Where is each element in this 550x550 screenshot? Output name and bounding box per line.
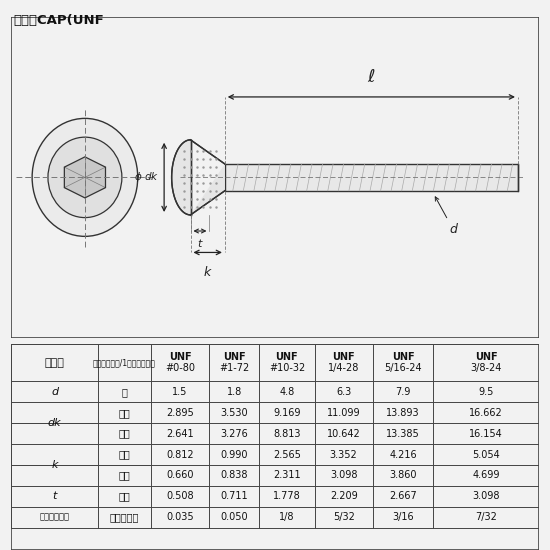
Text: 7.9: 7.9 bbox=[395, 387, 411, 397]
Text: 0.660: 0.660 bbox=[166, 470, 194, 480]
Text: k: k bbox=[51, 460, 58, 470]
Text: 0.711: 0.711 bbox=[220, 491, 248, 501]
Ellipse shape bbox=[32, 118, 138, 236]
Text: 1.778: 1.778 bbox=[273, 491, 301, 501]
Text: 3.530: 3.530 bbox=[220, 408, 248, 417]
Text: 11.099: 11.099 bbox=[327, 408, 360, 417]
Text: $\phi$ dk: $\phi$ dk bbox=[134, 170, 159, 184]
Text: 3.860: 3.860 bbox=[389, 470, 417, 480]
Text: 0.035: 0.035 bbox=[166, 512, 194, 522]
Text: 2.895: 2.895 bbox=[166, 408, 194, 417]
Text: 最小: 最小 bbox=[119, 491, 130, 501]
Polygon shape bbox=[64, 157, 106, 198]
Text: 5/16-24: 5/16-24 bbox=[384, 363, 422, 373]
Text: #10-32: #10-32 bbox=[269, 363, 305, 373]
Text: #0-80: #0-80 bbox=[165, 363, 195, 373]
Text: 3/16: 3/16 bbox=[392, 512, 414, 522]
Text: 4.8: 4.8 bbox=[279, 387, 294, 397]
Text: 呼び径－山数/1インチあたり: 呼び径－山数/1インチあたり bbox=[93, 358, 156, 367]
Text: UNF: UNF bbox=[223, 352, 245, 362]
Text: 5.054: 5.054 bbox=[472, 449, 500, 459]
Text: UNF: UNF bbox=[392, 352, 414, 362]
Text: d: d bbox=[435, 197, 457, 236]
Text: $\ell$: $\ell$ bbox=[367, 68, 376, 86]
Text: 9.169: 9.169 bbox=[273, 408, 301, 417]
Ellipse shape bbox=[48, 137, 122, 218]
Text: 5/32: 5/32 bbox=[333, 512, 355, 522]
Text: 2.209: 2.209 bbox=[330, 491, 358, 501]
Text: 六角穴サイズ: 六角穴サイズ bbox=[40, 513, 69, 522]
Text: 最大: 最大 bbox=[119, 449, 130, 459]
Text: 9.5: 9.5 bbox=[478, 387, 494, 397]
Text: 最大: 最大 bbox=[119, 408, 130, 417]
Text: 0.838: 0.838 bbox=[221, 470, 248, 480]
Text: 0.050: 0.050 bbox=[220, 512, 248, 522]
Text: 16.154: 16.154 bbox=[469, 428, 503, 438]
Text: 0.990: 0.990 bbox=[221, 449, 248, 459]
Text: サイズ: サイズ bbox=[45, 358, 64, 367]
Text: 16.662: 16.662 bbox=[469, 408, 503, 417]
Text: UNF: UNF bbox=[475, 352, 498, 362]
Text: UNF: UNF bbox=[332, 352, 355, 362]
Text: 六角レンチ: 六角レンチ bbox=[110, 512, 139, 522]
Text: 13.385: 13.385 bbox=[386, 428, 420, 438]
Text: 2.641: 2.641 bbox=[166, 428, 194, 438]
Text: #1-72: #1-72 bbox=[219, 363, 249, 373]
Text: ボタンCAP(UNF: ボタンCAP(UNF bbox=[14, 14, 104, 27]
Text: 6.3: 6.3 bbox=[336, 387, 351, 397]
Text: k: k bbox=[204, 266, 211, 279]
Text: 4.216: 4.216 bbox=[389, 449, 417, 459]
Text: 8.813: 8.813 bbox=[273, 428, 301, 438]
Text: 7/32: 7/32 bbox=[475, 512, 497, 522]
Text: 3/8-24: 3/8-24 bbox=[470, 363, 502, 373]
Text: 1/8: 1/8 bbox=[279, 512, 295, 522]
Text: UNF: UNF bbox=[169, 352, 191, 362]
Text: 4.699: 4.699 bbox=[472, 470, 500, 480]
Text: dk: dk bbox=[48, 418, 62, 428]
Text: 10.642: 10.642 bbox=[327, 428, 360, 438]
Polygon shape bbox=[172, 140, 225, 215]
Text: 2.311: 2.311 bbox=[273, 470, 301, 480]
Text: 0.508: 0.508 bbox=[166, 491, 194, 501]
Text: 2.667: 2.667 bbox=[389, 491, 417, 501]
Text: 約: 約 bbox=[122, 387, 128, 397]
Text: 3.276: 3.276 bbox=[220, 428, 248, 438]
Text: 最小: 最小 bbox=[119, 428, 130, 438]
Text: t: t bbox=[198, 239, 202, 249]
Text: 2.565: 2.565 bbox=[273, 449, 301, 459]
Text: 13.893: 13.893 bbox=[386, 408, 420, 417]
Text: 1.5: 1.5 bbox=[172, 387, 188, 397]
Text: d: d bbox=[51, 387, 58, 397]
Bar bbox=[225, 164, 518, 191]
Text: UNF: UNF bbox=[276, 352, 298, 362]
Text: 3.098: 3.098 bbox=[472, 491, 500, 501]
Text: 1.8: 1.8 bbox=[227, 387, 241, 397]
Text: 3.352: 3.352 bbox=[330, 449, 358, 459]
Text: 0.812: 0.812 bbox=[166, 449, 194, 459]
Text: 最小: 最小 bbox=[119, 470, 130, 480]
Text: 3.098: 3.098 bbox=[330, 470, 358, 480]
Text: t: t bbox=[52, 491, 57, 501]
Text: 1/4-28: 1/4-28 bbox=[328, 363, 359, 373]
